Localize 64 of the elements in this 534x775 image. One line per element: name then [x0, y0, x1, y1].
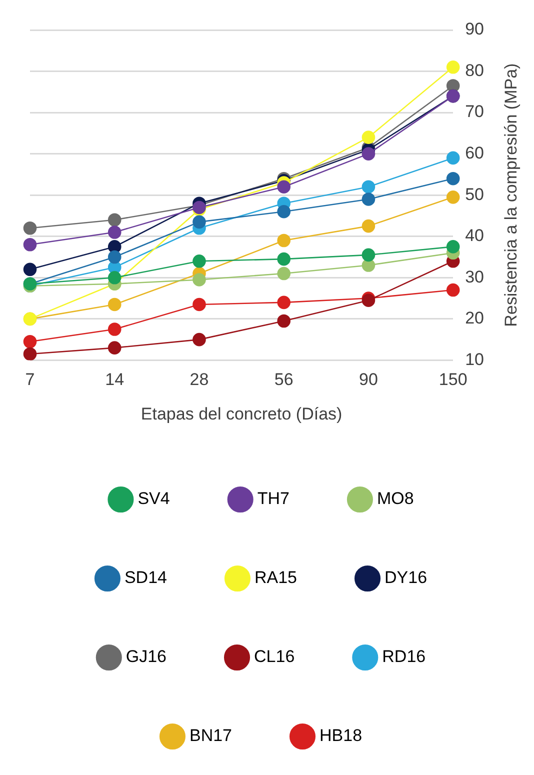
- x-tick-label: 28: [190, 370, 209, 390]
- point: [192, 215, 206, 229]
- point: [277, 314, 291, 328]
- point: [108, 226, 122, 239]
- point: [362, 130, 376, 144]
- point: [277, 234, 291, 248]
- y-tick-label: 10: [465, 350, 484, 369]
- x-axis-title: Etapas del concreto (Días): [140, 404, 342, 424]
- point: [108, 250, 122, 264]
- point: [23, 334, 37, 348]
- point: [277, 180, 291, 194]
- y-tick-label: 20: [465, 308, 484, 328]
- point: [446, 60, 460, 74]
- legend-label: CL16: [254, 647, 295, 666]
- y-tick-label: 70: [465, 102, 484, 122]
- point: [192, 254, 206, 268]
- point: [277, 296, 291, 310]
- legend-label: GJ16: [126, 647, 167, 666]
- y-tick-label: 90: [465, 20, 484, 39]
- point: [108, 341, 122, 354]
- x-tick-label: 14: [105, 370, 124, 390]
- x-tick-label: 150: [438, 370, 468, 390]
- legend-label: RD16: [382, 647, 426, 666]
- legend-label: DY16: [384, 568, 428, 588]
- point: [108, 271, 122, 284]
- point: [446, 283, 460, 297]
- y-tick-label: 50: [465, 184, 484, 204]
- point: [277, 204, 291, 218]
- point: [446, 190, 460, 204]
- point: [362, 180, 376, 194]
- point: [192, 298, 206, 312]
- y-tick-label: 40: [465, 226, 484, 246]
- legend-label: BN17: [189, 726, 232, 746]
- point: [192, 273, 206, 286]
- point: [277, 266, 291, 280]
- point: [446, 151, 460, 165]
- legend-label: MO8: [376, 489, 414, 508]
- point: [23, 238, 37, 252]
- y-tick-label: 30: [465, 267, 484, 286]
- legend-label: SV4: [138, 489, 170, 508]
- x-tick-label: 7: [25, 370, 35, 390]
- point: [277, 252, 291, 266]
- x-tick-label: 56: [274, 370, 294, 390]
- x-tick-label: 90: [359, 370, 378, 390]
- y-axis-title: Resistencia a la compresión (MPa): [502, 63, 521, 327]
- point: [362, 219, 376, 233]
- legend-label: RA15: [254, 568, 298, 588]
- point: [192, 332, 206, 346]
- legend-label: SD14: [124, 568, 167, 588]
- point: [446, 172, 460, 186]
- point: [108, 322, 122, 336]
- point: [23, 347, 37, 360]
- point: [23, 221, 37, 235]
- point: [362, 248, 376, 262]
- point: [362, 192, 376, 206]
- y-tick-label: 60: [465, 144, 484, 163]
- legend-label: TH7: [257, 489, 290, 508]
- point: [446, 240, 460, 254]
- legend-label: HB18: [320, 726, 362, 746]
- point: [108, 213, 122, 227]
- point: [23, 262, 37, 276]
- point: [362, 147, 376, 160]
- y-tick-label: 80: [465, 60, 484, 80]
- point: [108, 298, 122, 312]
